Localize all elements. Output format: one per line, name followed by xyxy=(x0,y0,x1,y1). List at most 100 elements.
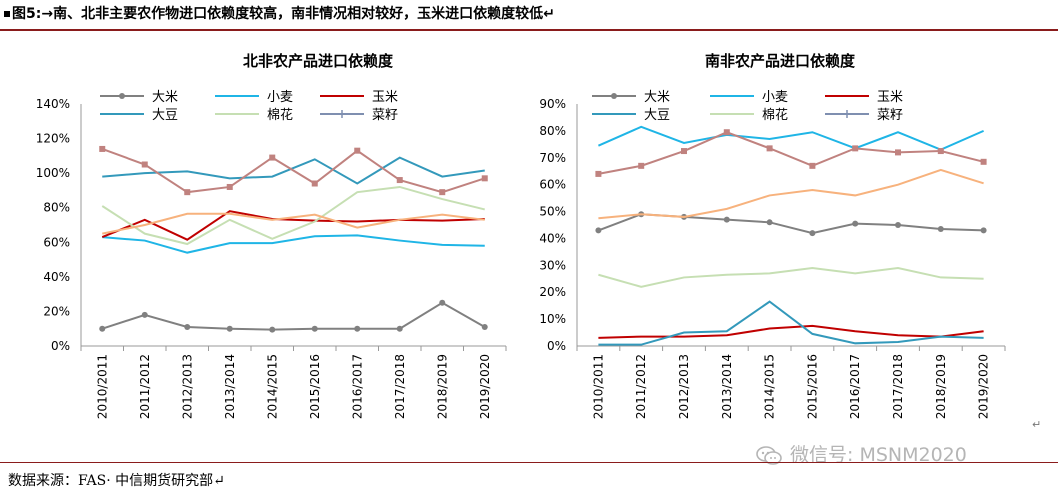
series-line xyxy=(598,300,984,346)
north-africa-chart: 北非农产品进口依赖度 0% 20% 40% 60% 80% 100% 120% 140% 2010… xyxy=(36,52,507,419)
legend-label: 玉米 xyxy=(877,90,903,105)
y-tick-label: 20% xyxy=(539,285,566,299)
data-point xyxy=(723,129,730,136)
y-tick-label: 80% xyxy=(539,124,566,138)
data-point xyxy=(852,220,859,227)
x-tick-label: 2015/2016 xyxy=(805,354,819,419)
legend-marker xyxy=(119,93,125,99)
legend-item: 菜籽 xyxy=(825,108,903,123)
data-point xyxy=(481,175,488,182)
x-tick-label: 2019/2020 xyxy=(977,354,991,419)
data-point xyxy=(226,325,233,332)
series-line xyxy=(598,324,984,339)
legend-item: 小麦 xyxy=(215,90,293,105)
series-unnamed xyxy=(102,212,485,235)
x-tick-label: 2019/2020 xyxy=(478,354,492,419)
data-point xyxy=(141,161,148,168)
data-point xyxy=(595,170,602,177)
data-point xyxy=(766,219,773,226)
x-tick-label: 2016/2017 xyxy=(848,354,862,419)
data-point xyxy=(99,145,106,152)
legend-item: 大豆 xyxy=(592,108,670,123)
y-tick-label: 50% xyxy=(539,205,566,219)
source-note: 数据来源：FAS· 中信期货研究部↵ xyxy=(8,473,225,489)
watermark: 微信号: MSNM2020 xyxy=(756,440,967,467)
series-line xyxy=(597,125,985,151)
series-line xyxy=(101,301,486,331)
data-point xyxy=(681,148,687,155)
y-tick-label: 40% xyxy=(539,231,566,245)
x-tick-label: 2012/2013 xyxy=(677,354,691,419)
y-tick-label: 90% xyxy=(539,97,566,111)
legend-label: 玉米 xyxy=(372,90,398,105)
x-tick-label: 2014/2015 xyxy=(265,354,279,419)
legend-marker xyxy=(611,93,617,99)
y-tick-label: 0% xyxy=(51,339,70,353)
data-point xyxy=(895,149,901,156)
data-point xyxy=(980,158,987,165)
data-point xyxy=(809,230,816,237)
series-大豆 xyxy=(102,156,485,185)
legend-item: 大米 xyxy=(100,90,178,105)
data-point xyxy=(396,325,403,332)
y-tick-label: 40% xyxy=(43,270,70,284)
legend-label: 菜籽 xyxy=(877,108,903,123)
legend-item: 棉花 xyxy=(710,107,788,123)
data-point xyxy=(311,325,318,332)
x-tick-label: 2011/2012 xyxy=(138,354,152,419)
figure-title-text: 图5:→南、北非主要农作物进口依赖度较高，南非情况相对较好，玉米进口依赖度较低↵ xyxy=(12,6,555,22)
x-tick-label: 2017/2018 xyxy=(891,354,905,419)
legend-label: 小麦 xyxy=(762,90,788,105)
series-line xyxy=(101,185,485,246)
y-tick-label: 0% xyxy=(547,339,566,353)
legend-item: 棉花 xyxy=(215,107,293,123)
top-divider xyxy=(0,29,1058,31)
data-point xyxy=(937,226,944,233)
series-line xyxy=(598,131,984,175)
legend-label: 大米 xyxy=(152,90,178,105)
y-tick-label: 30% xyxy=(539,258,566,272)
data-point xyxy=(766,145,773,152)
data-point xyxy=(99,325,106,332)
data-point xyxy=(439,189,446,196)
series-大豆 xyxy=(598,300,984,346)
data-point xyxy=(809,162,816,169)
data-point xyxy=(354,147,361,154)
series-line xyxy=(101,210,485,241)
series-棉花 xyxy=(101,185,485,246)
legend-label: 棉花 xyxy=(762,107,788,123)
wechat-icon xyxy=(756,445,782,465)
data-point xyxy=(481,323,488,330)
paragraph-mark: ↵ xyxy=(1032,418,1042,431)
series-大米 xyxy=(99,299,488,333)
legend-item: 菜籽 xyxy=(320,108,398,123)
south-africa-chart: 南非农产品进口依赖度 0% 10% 20% 30% 40% 50% 60% 70% 80% 90% 2… xyxy=(539,52,1006,419)
legend-label: 大豆 xyxy=(644,108,670,123)
data-point xyxy=(595,227,602,234)
data-point xyxy=(354,325,361,332)
bottom-divider xyxy=(0,462,1058,463)
series-line xyxy=(101,148,486,194)
x-tick-label: 2012/2013 xyxy=(180,354,194,419)
series-line xyxy=(102,212,485,235)
data-point xyxy=(980,227,987,234)
legend-item: 玉米 xyxy=(825,90,903,105)
data-point xyxy=(396,177,403,184)
y-tick-label: 60% xyxy=(539,178,566,192)
x-tick-label: 2014/2015 xyxy=(763,354,777,419)
y-tick-label: 60% xyxy=(43,235,70,249)
y-tick-label: 100% xyxy=(36,166,70,180)
chart-title: 南非农产品进口依赖度 xyxy=(705,52,856,70)
title-bullet-icon xyxy=(4,11,10,17)
watermark-text: 微信号: MSNM2020 xyxy=(790,444,967,466)
series-菜籽 xyxy=(595,129,987,177)
x-tick-label: 2015/2016 xyxy=(308,354,322,419)
data-point xyxy=(184,189,191,196)
x-tick-label: 2011/2012 xyxy=(634,354,648,419)
y-tick-label: 140% xyxy=(36,97,70,111)
x-tick-label: 2010/2011 xyxy=(95,354,109,419)
y-tick-label: 120% xyxy=(36,132,70,146)
series-玉米 xyxy=(598,324,984,339)
data-point xyxy=(311,180,318,187)
legend-item: 大米 xyxy=(592,90,670,105)
